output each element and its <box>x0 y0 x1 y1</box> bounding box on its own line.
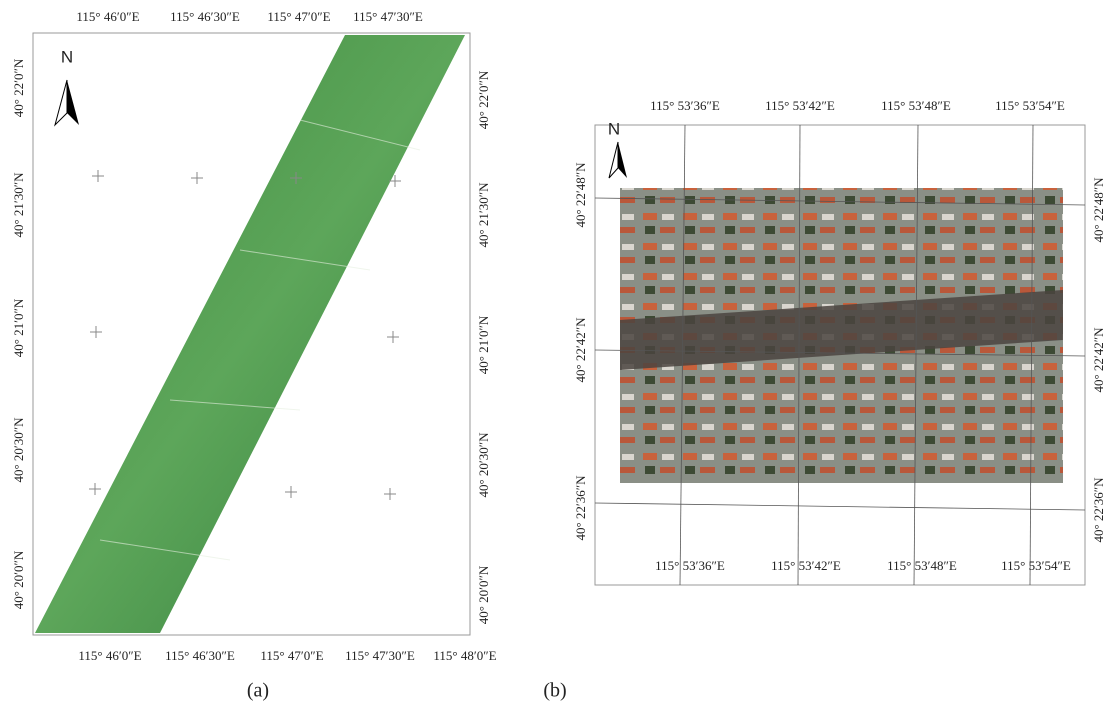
lon-label: 115° 53′48″E <box>881 98 951 113</box>
lat-label: 40° 22′0″N <box>11 58 26 117</box>
lon-label: 115° 53′42″E <box>771 558 841 573</box>
north-label: N <box>608 119 620 138</box>
lat-label: 40° 21′30″N <box>476 182 491 248</box>
lat-label: 40° 22′36″N <box>1091 477 1106 543</box>
lat-label: 40° 22′36″N <box>573 475 588 541</box>
lat-label: 40° 22′42″N <box>1091 327 1106 393</box>
lon-label: 115° 53′54″E <box>1001 558 1071 573</box>
north-label: N <box>61 47 73 66</box>
lon-label: 115° 47′0″E <box>260 648 323 663</box>
lat-label: 40° 22′42″N <box>573 317 588 383</box>
lon-label: 115° 47′30″E <box>353 9 423 24</box>
panel-caption: (b) <box>543 680 566 702</box>
lon-label: 115° 46′0″E <box>76 9 139 24</box>
lat-label: 40° 20′0″N <box>476 565 491 624</box>
lon-label: 115° 53′54″E <box>995 98 1065 113</box>
lon-label: 115° 48′0″E <box>433 648 496 663</box>
panel-caption: (a) <box>247 680 269 702</box>
lat-label: 40° 21′0″N <box>476 315 491 374</box>
lon-label: 115° 46′30″E <box>170 9 240 24</box>
lon-label: 115° 53′36″E <box>655 558 725 573</box>
lat-label: 40° 20′0″N <box>11 550 26 609</box>
lat-label: 40° 22′0″N <box>476 70 491 129</box>
lon-label: 115° 47′30″E <box>345 648 415 663</box>
north-arrow <box>55 80 67 125</box>
lon-label: 115° 53′42″E <box>765 98 835 113</box>
lon-label: 115° 53′48″E <box>887 558 957 573</box>
imagery-strip <box>35 35 465 633</box>
lat-label: 40° 20′30″N <box>476 432 491 498</box>
lon-label: 115° 46′0″E <box>78 648 141 663</box>
lat-label: 40° 21′30″N <box>11 172 26 238</box>
lat-label: 40° 22′48″N <box>1091 177 1106 243</box>
north-arrow <box>67 80 79 125</box>
lat-label: 40° 20′30″N <box>11 417 26 483</box>
figure: 115° 46′0″E 115° 46′30″E 115° 47′0″E 115° 4… <box>0 0 1113 713</box>
lat-label: 40° 22′48″N <box>573 162 588 228</box>
north-arrow <box>618 142 627 178</box>
lat-label: 40° 21′0″N <box>11 298 26 357</box>
lon-label: 115° 47′0″E <box>267 9 330 24</box>
lon-label: 115° 46′30″E <box>165 648 235 663</box>
lon-label: 115° 53′36″E <box>650 98 720 113</box>
north-arrow <box>609 142 618 178</box>
